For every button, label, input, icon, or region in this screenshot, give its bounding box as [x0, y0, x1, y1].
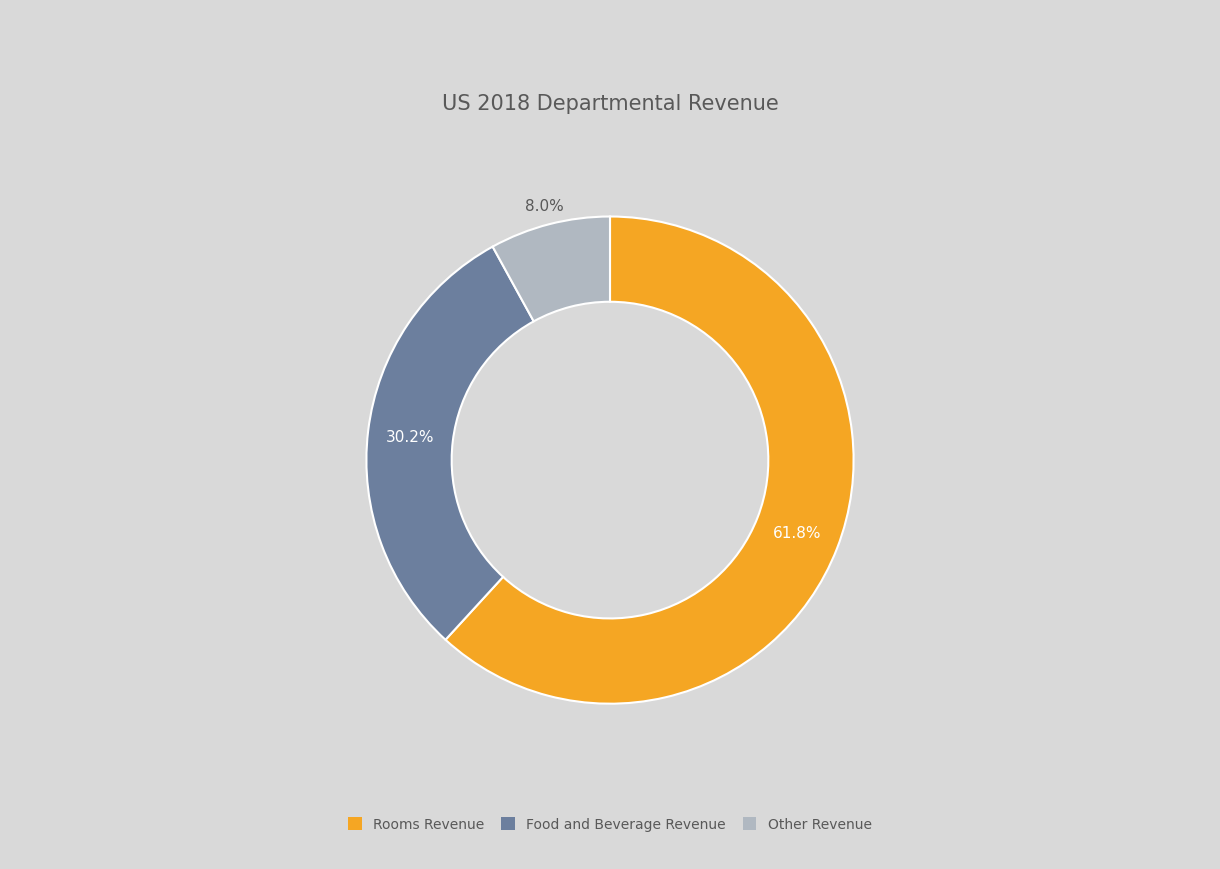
Wedge shape	[366, 248, 533, 640]
Text: 8.0%: 8.0%	[525, 198, 564, 214]
Wedge shape	[493, 217, 610, 322]
Text: US 2018 Departmental Revenue: US 2018 Departmental Revenue	[442, 95, 778, 114]
Text: 61.8%: 61.8%	[773, 526, 821, 541]
Legend: Rooms Revenue, Food and Beverage Revenue, Other Revenue: Rooms Revenue, Food and Beverage Revenue…	[343, 812, 877, 837]
Wedge shape	[445, 217, 854, 704]
Text: 30.2%: 30.2%	[387, 429, 434, 444]
